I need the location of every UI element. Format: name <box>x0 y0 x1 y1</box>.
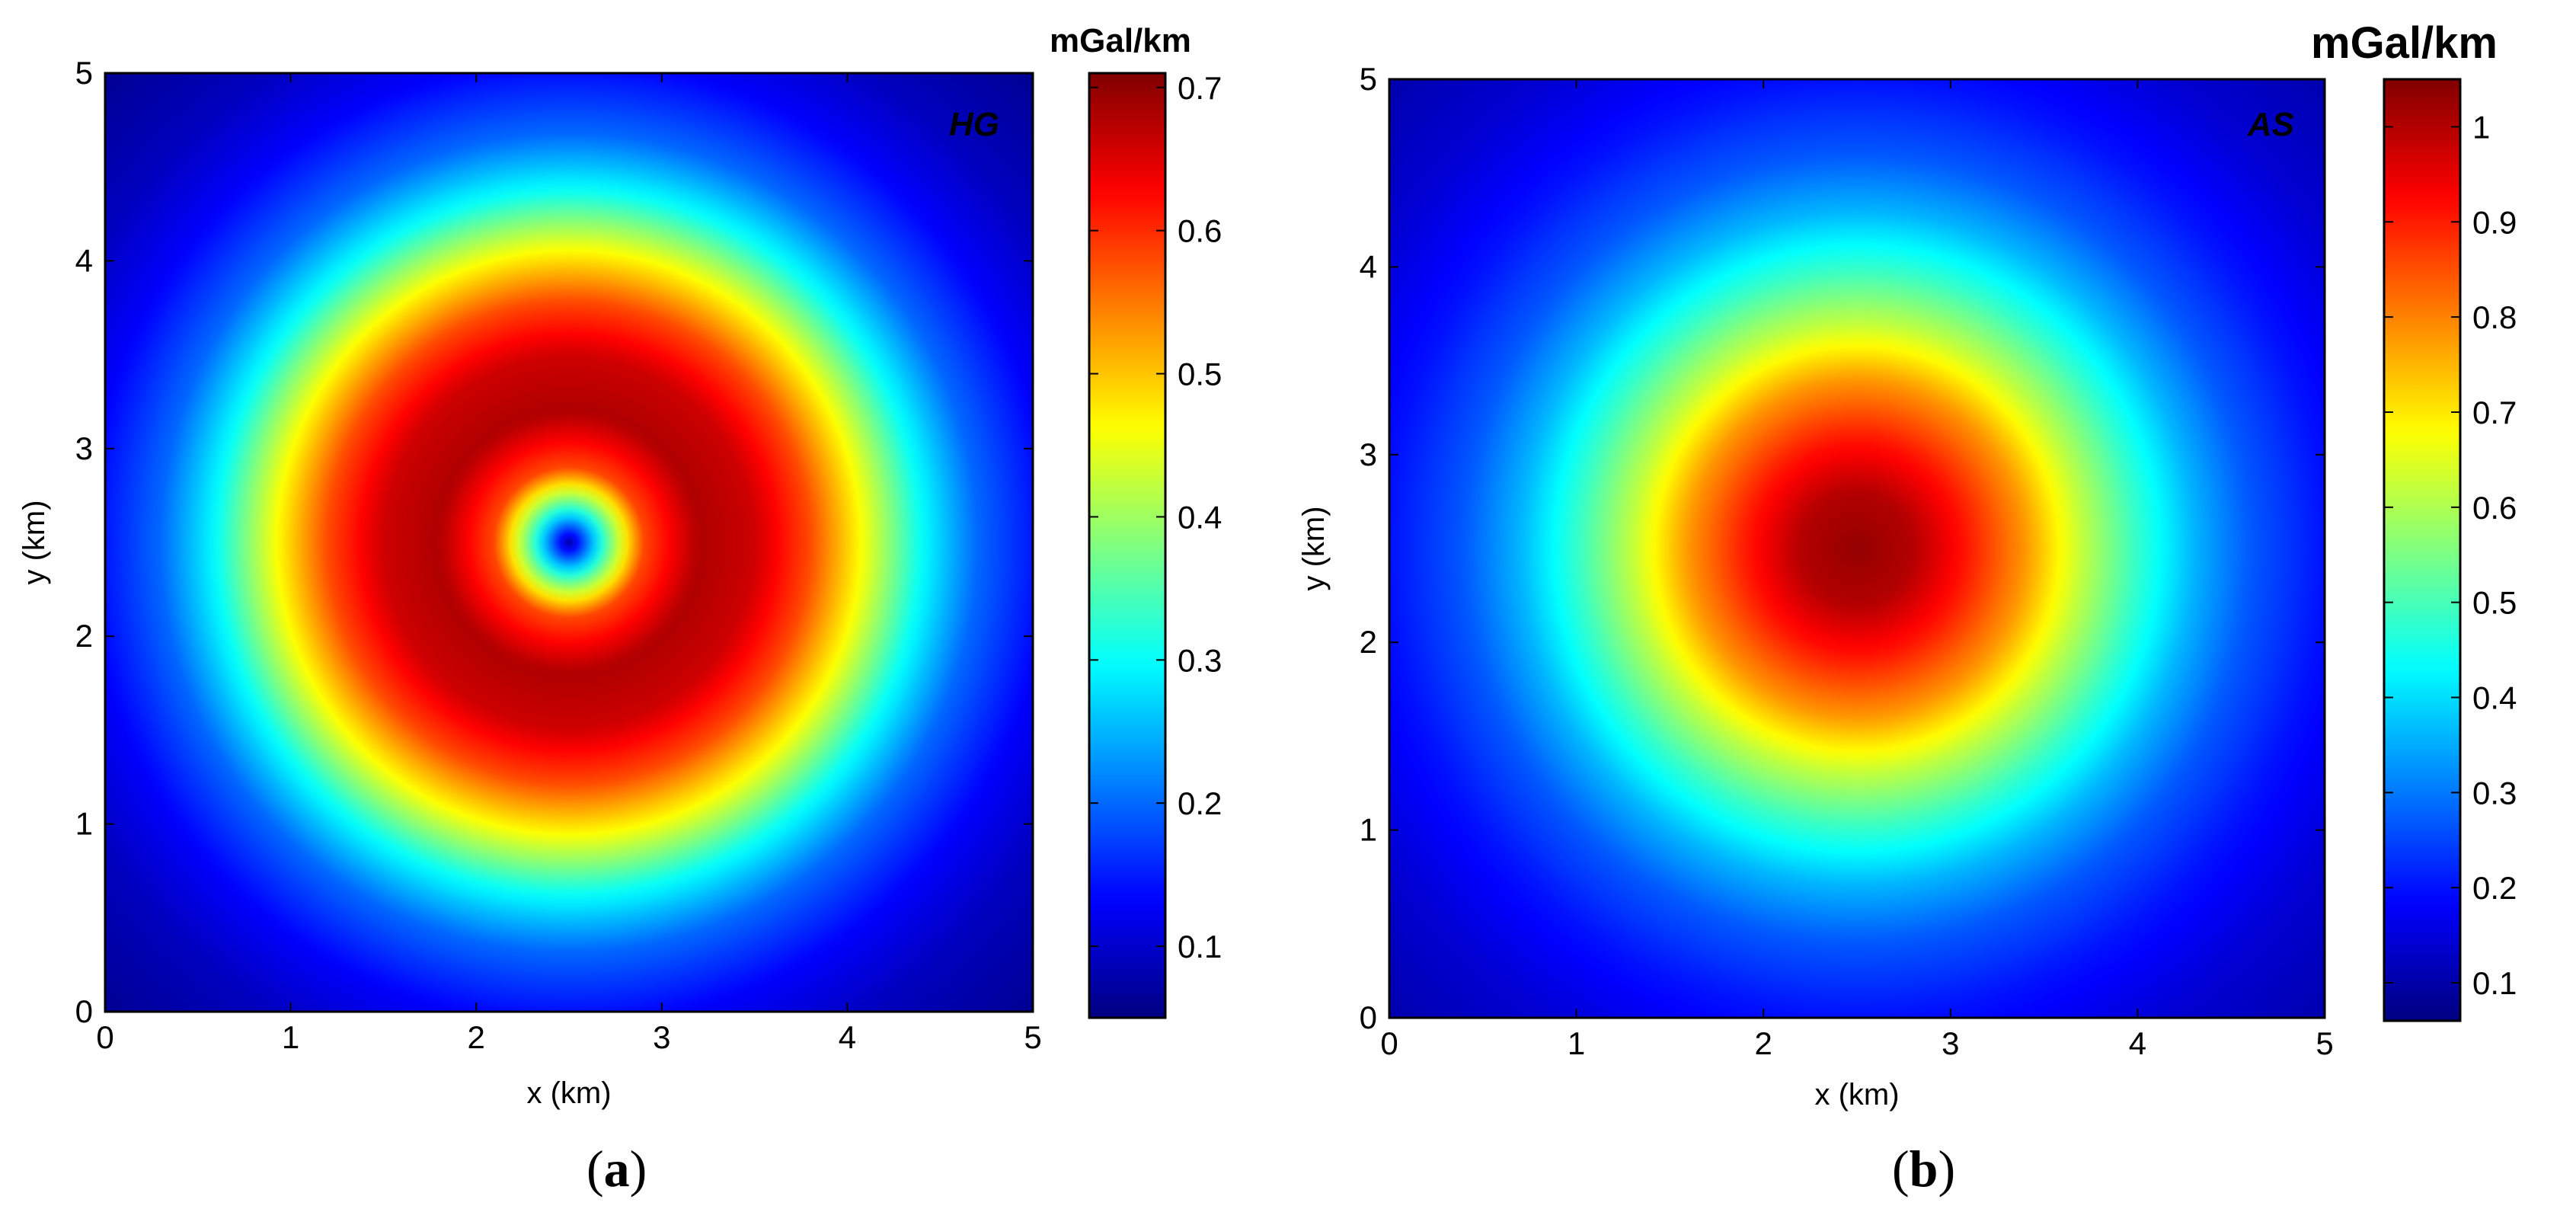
chart-panel-b: 0 1 2 3 4 5 0 1 2 3 4 5 0.1 0.2 0.3 0.4 0.5 0.6 0.7 0.8 0.9… <box>1287 0 2576 1225</box>
y-tick-label: 2 <box>75 618 93 654</box>
colorbar-tick-label: 0.4 <box>2472 680 2517 716</box>
chart-panel-a: 0 1 2 3 4 5 0 1 2 3 4 5 0.1 0.2 0.3 0.4 0.5 0.6 0.7 mGal/… <box>0 0 1280 1225</box>
colorbar-tick-label: 0.3 <box>2472 775 2517 811</box>
y-tick-label: 5 <box>75 55 93 91</box>
plot-frame <box>104 72 1034 1013</box>
chart-svg-b: 0 1 2 3 4 5 0 1 2 3 4 5 0.1 0.2 0.3 0.4 0.5 0.6 0.7 0.8 0.9… <box>1297 18 2517 1111</box>
x-tick-label: 4 <box>839 1019 856 1055</box>
colorbar-tick-label: 0.7 <box>1178 70 1222 106</box>
chart-svg-a: 0 1 2 3 4 5 0 1 2 3 4 5 0.1 0.2 0.3 0.4 0.5 0.6 0.7 mGal/… <box>18 22 1222 1110</box>
colorbar-tick-label: 0.2 <box>2472 870 2517 906</box>
colorbar-frame <box>1088 72 1167 1019</box>
y-tick-label: 4 <box>75 242 93 278</box>
colorbar-unit-label-b: mGal/km <box>2311 18 2498 68</box>
y-tick-label: 4 <box>1360 248 1377 284</box>
x-tick-label: 3 <box>653 1019 670 1055</box>
y-axis-label-a: y (km) <box>18 500 51 584</box>
colorbar-fill <box>1089 73 1165 1018</box>
axes-a: 0 1 2 3 4 5 0 1 2 3 4 5 <box>75 55 1042 1055</box>
y-tick-label: 5 <box>1360 61 1377 97</box>
colorbar-tick-label: 0.6 <box>1178 213 1222 249</box>
x-tick-label: 3 <box>1942 1025 1959 1061</box>
x-tick-label: 0 <box>96 1019 113 1055</box>
y-tick-label: 2 <box>1360 624 1377 660</box>
y-tick-label: 1 <box>75 806 93 842</box>
colorbar-fill <box>2384 79 2460 1021</box>
colorbar-tick-label: 0.1 <box>2472 965 2517 1001</box>
colorbar-tick-label: 0.7 <box>2472 395 2517 430</box>
colorbar-b: 0.1 0.2 0.3 0.4 0.5 0.6 0.7 0.8 0.9 1 <box>2383 78 2517 1022</box>
colorbar-frame <box>2383 78 2462 1022</box>
colorbar-tick-label: 0.9 <box>2472 204 2517 240</box>
x-axis-label-a: x (km) <box>526 1076 611 1110</box>
colorbar-tick-label: 0.4 <box>1178 499 1222 535</box>
inset-label-a: HG <box>949 106 999 143</box>
y-tick-label: 1 <box>1360 812 1377 848</box>
x-axis-label-b: x (km) <box>1814 1078 1899 1111</box>
x-tick-label: 4 <box>2129 1025 2146 1061</box>
y-tick-label: 3 <box>75 430 93 466</box>
colorbar-tick-label: 0.1 <box>1178 929 1222 964</box>
heatmap-field <box>1389 79 2325 1018</box>
x-tick-label: 5 <box>1024 1019 1041 1055</box>
colorbar-tick-label: 0.5 <box>1178 357 1222 392</box>
x-tick-label: 5 <box>2316 1025 2333 1061</box>
colorbar-tick-label: 0.5 <box>2472 585 2517 621</box>
y-axis-label-b: y (km) <box>1297 506 1331 590</box>
panel-caption-letter-a: a <box>603 1140 630 1198</box>
panel-caption-b: (b) <box>1892 1140 1956 1198</box>
x-tick-label: 1 <box>282 1019 299 1055</box>
plot-area-b <box>1389 79 2325 1018</box>
colorbar-tick-label: 0.6 <box>2472 490 2517 526</box>
panel-caption-letter-b: b <box>1909 1140 1938 1198</box>
colorbar-tick-label: 0.8 <box>2472 299 2517 335</box>
y-tick-label: 0 <box>1360 1000 1377 1035</box>
colorbar-unit-label-a: mGal/km <box>1050 22 1191 59</box>
y-tick-label: 3 <box>1360 437 1377 472</box>
inset-label-b: AS <box>2247 106 2294 143</box>
colorbar-tick-label: 1 <box>2472 109 2490 145</box>
x-tick-label: 2 <box>1755 1025 1772 1061</box>
colorbar-tick-label: 0.2 <box>1178 785 1222 821</box>
colorbar-tick-label: 0.3 <box>1178 642 1222 678</box>
y-tick-label: 0 <box>75 993 93 1029</box>
axes-b: 0 1 2 3 4 5 0 1 2 3 4 5 <box>1360 61 2334 1061</box>
x-tick-label: 2 <box>468 1019 485 1055</box>
plot-frame <box>1388 78 2326 1019</box>
heatmap-field <box>105 73 1033 1012</box>
plot-area-a <box>105 73 1033 1012</box>
panel-caption-a: (a) <box>586 1140 647 1198</box>
x-tick-label: 1 <box>1568 1025 1585 1061</box>
colorbar-a: 0.1 0.2 0.3 0.4 0.5 0.6 0.7 <box>1088 70 1222 1019</box>
x-tick-label: 0 <box>1380 1025 1398 1061</box>
